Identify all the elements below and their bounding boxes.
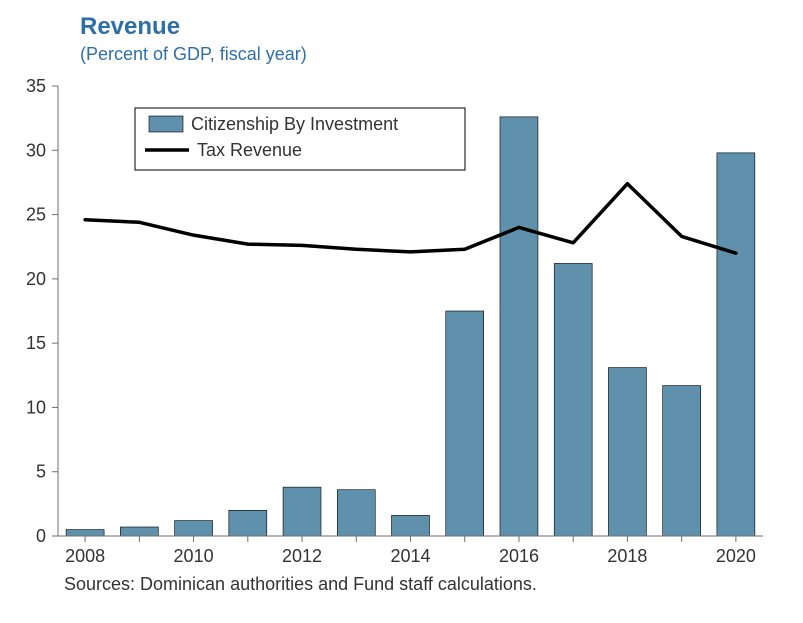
x-tick-label: 2018 <box>607 546 647 566</box>
x-tick-label: 2016 <box>499 546 539 566</box>
x-tick-label: 2010 <box>174 546 214 566</box>
legend-swatch-bar <box>149 116 183 132</box>
chart-svg: Revenue (Percent of GDP, fiscal year) 0 5 10… <box>0 0 803 623</box>
bar <box>446 311 484 536</box>
y-tick-label: 35 <box>26 76 46 96</box>
x-tick-label: 2012 <box>282 546 322 566</box>
bar <box>608 368 646 536</box>
bar <box>120 527 158 536</box>
y-tick-label: 0 <box>36 526 46 546</box>
bar <box>66 530 104 536</box>
bar <box>500 117 538 536</box>
bar <box>392 515 430 536</box>
x-tick-label: 2008 <box>65 546 105 566</box>
chart-title: Revenue <box>80 13 180 40</box>
legend-label-bar: Citizenship By Investment <box>191 114 398 134</box>
y-tick-label: 10 <box>26 397 46 417</box>
bar <box>175 521 213 536</box>
legend-label-line: Tax Revenue <box>197 140 302 160</box>
y-tick-label: 25 <box>26 205 46 225</box>
chart-subtitle: (Percent of GDP, fiscal year) <box>80 44 307 64</box>
bar <box>283 487 321 536</box>
bar <box>663 386 701 536</box>
bar <box>229 510 267 536</box>
bar <box>554 263 592 536</box>
source-text: Sources: Dominican authorities and Fund … <box>64 574 537 594</box>
bar <box>337 490 375 536</box>
y-tick-label: 5 <box>36 462 46 482</box>
y-tick-label: 15 <box>26 333 46 353</box>
x-tick-label: 2020 <box>716 546 756 566</box>
bar <box>717 153 755 536</box>
y-tick-label: 30 <box>26 140 46 160</box>
revenue-chart: Revenue (Percent of GDP, fiscal year) 0 5 10… <box>0 0 803 623</box>
x-tick-label: 2014 <box>390 546 430 566</box>
y-tick-label: 20 <box>26 269 46 289</box>
